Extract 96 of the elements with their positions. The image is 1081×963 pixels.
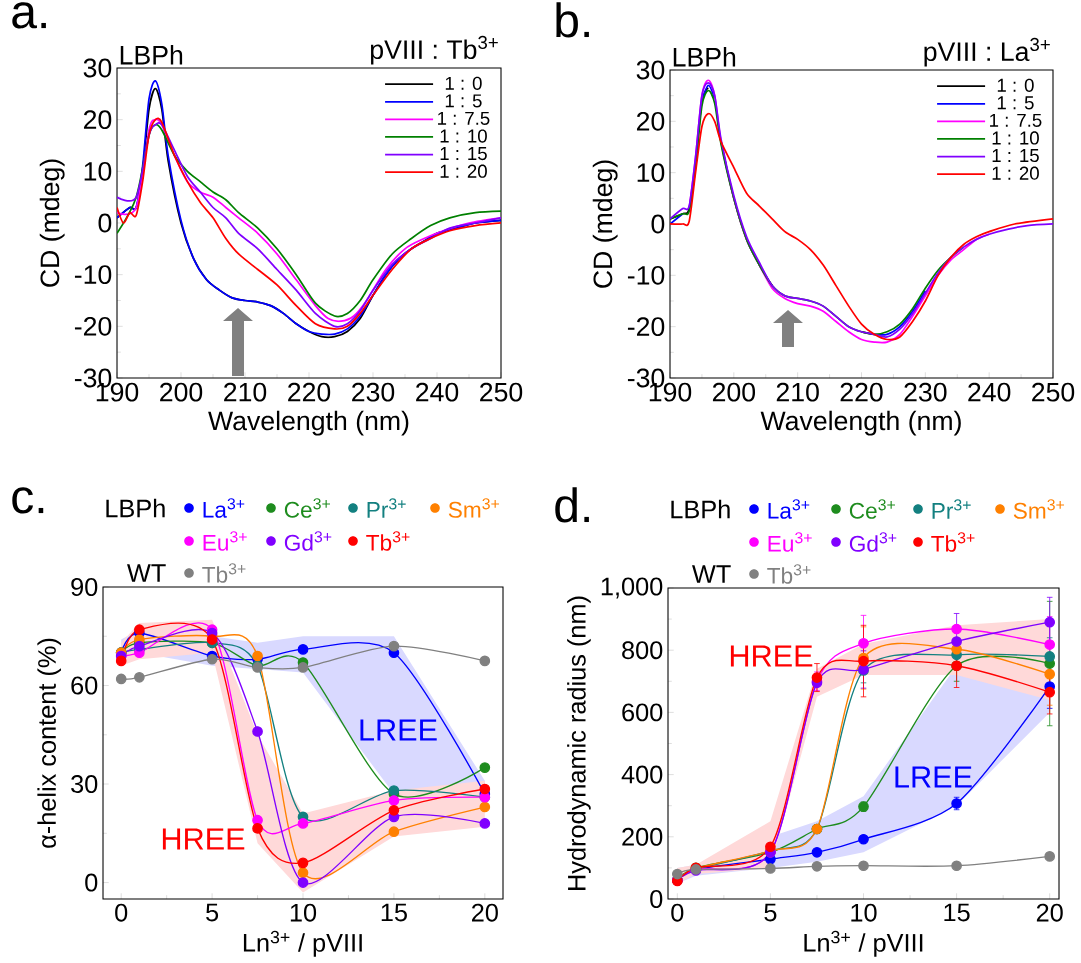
text: LBPh: [106, 498, 165, 518]
text: c.: [12, 487, 44, 514]
y-axis-title: CD (mdeg): [592, 160, 618, 288]
x-tick-label: 230: [904, 382, 947, 402]
y-tick-label: 60: [71, 676, 98, 695]
y-tick-label: 200: [622, 827, 663, 846]
annotation: HREE: [730, 645, 813, 667]
legend-label: 1 : 15: [992, 149, 1039, 163]
y-tick-label: 400: [621, 765, 663, 784]
y-tick-label: -20: [627, 317, 665, 337]
x-axis-title: Ln$^{3+}$ / pVIII: [243, 930, 362, 957]
x-axis-title: Wavelength (nm): [208, 410, 409, 436]
legend-label: Ce$^{3+}$: [284, 498, 331, 518]
legend-label: 1 : 20: [440, 164, 487, 178]
text: LBPh: [671, 499, 730, 519]
legend-label: Tb$^{3+}$: [202, 563, 246, 583]
text: WT: [127, 564, 166, 582]
y-tick-label: 30: [636, 60, 665, 80]
x-tick-label: 250: [480, 382, 523, 402]
y-tick-label: 600: [622, 703, 663, 722]
y-tick-label: 0: [651, 214, 665, 234]
legend-label: 1 : 5: [997, 96, 1034, 110]
legend-label: La$^{3+}$: [203, 498, 245, 518]
legend-label: 1 : 0: [997, 78, 1034, 92]
legend-label: Tb$^{3+}$: [366, 531, 410, 551]
x-tick-label: 220: [840, 382, 883, 402]
y-tick-label: 0: [85, 873, 98, 892]
legend-label: Ce$^{3+}$: [849, 499, 895, 519]
chart-subtitle: pVIII : La$^{3+}$: [924, 37, 1050, 67]
legend-label: Eu$^{3+}$: [768, 532, 812, 552]
x-tick-label: 250: [1032, 382, 1075, 402]
y-tick-label: 1,000: [601, 577, 663, 599]
x-tick-label: 15: [381, 903, 407, 922]
x-tick-label: 0: [115, 903, 128, 922]
y-tick-label: 30: [71, 775, 98, 794]
y-tick-label: 10: [637, 163, 665, 183]
chart-title: LBPh: [673, 47, 736, 67]
legend-label: Eu$^{3+}$: [203, 531, 247, 551]
legend-label: 1 : 10: [992, 131, 1039, 145]
y-axis-title: Hydrodynamic radius (nm): [567, 596, 591, 890]
x-tick-label: 240: [968, 382, 1011, 402]
legend-label: Tb$^{3+}$: [767, 564, 811, 584]
y-tick-label: 10: [84, 161, 112, 181]
y-tick-label: 0: [98, 213, 112, 233]
y-tick-label: 0: [650, 890, 663, 908]
x-tick-label: 210: [224, 382, 267, 402]
annotation: HREE: [162, 828, 245, 850]
x-tick-label: 20: [472, 903, 498, 922]
legend-label: Sm$^{3+}$: [1013, 499, 1065, 519]
legend-label: Sm$^{3+}$: [448, 498, 500, 518]
y-tick-label: 20: [83, 110, 112, 130]
legend-label: Gd$^{3+}$: [284, 531, 332, 551]
y-tick-label: -10: [627, 265, 665, 285]
chart-title: LBPh: [120, 45, 183, 65]
y-tick-label: -10: [74, 265, 112, 285]
text: d.: [555, 487, 589, 523]
legend-label: Pr$^{3+}$: [932, 499, 971, 519]
legend-label: 1 : 7.5: [990, 113, 1042, 127]
legend-label: Tb$^{3+}$: [931, 532, 975, 552]
x-tick-label: 240: [416, 382, 459, 402]
legend-label: 1 : 0: [445, 76, 482, 90]
y-tick-label: -20: [74, 316, 112, 336]
annotation: LREE: [360, 719, 437, 741]
legend-label: 1 : 20: [992, 166, 1039, 180]
x-tick-label: 10: [290, 903, 317, 922]
y-axis-title: α-helix content (%): [37, 638, 61, 848]
y-tick-label: 90: [71, 578, 98, 596]
x-axis-title: Ln$^{3+}$ / pVIII: [804, 930, 923, 957]
legend-label: La$^{3+}$: [768, 499, 810, 519]
x-tick-label: 200: [160, 382, 203, 402]
x-tick-label: 200: [712, 382, 756, 402]
x-tick-label: 5: [206, 903, 219, 922]
annotation: LREE: [895, 766, 972, 788]
y-tick-label: 800: [622, 641, 663, 660]
x-tick-label: 10: [851, 903, 877, 922]
chart-subtitle: pVIII : Tb$^{3+}$: [370, 35, 498, 65]
legend-label: 1 : 10: [440, 129, 487, 143]
legend-label: 1 : 5: [445, 94, 482, 108]
y-tick-label: 30: [83, 58, 112, 78]
x-tick-label: 15: [944, 903, 970, 922]
y-axis-title: CD (mdeg): [39, 159, 65, 287]
legend-label: 1 : 15: [440, 147, 487, 161]
x-tick-label: 20: [1036, 903, 1063, 922]
legend-label: Gd$^{3+}$: [849, 532, 897, 552]
text: b.: [556, 2, 589, 38]
x-tick-label: 5: [764, 903, 777, 922]
y-tick-label: 20: [636, 111, 665, 131]
x-tick-label: 210: [776, 382, 819, 402]
x-axis-title: Wavelength (nm): [760, 410, 961, 436]
x-tick-label: 220: [288, 382, 331, 402]
text: WT: [692, 565, 731, 583]
x-tick-label: 0: [671, 903, 684, 922]
legend-label: 1 : 7.5: [438, 111, 490, 125]
x-tick-label: 230: [352, 382, 395, 402]
legend-label: Pr$^{3+}$: [367, 498, 406, 518]
text: a.: [12, 2, 46, 29]
